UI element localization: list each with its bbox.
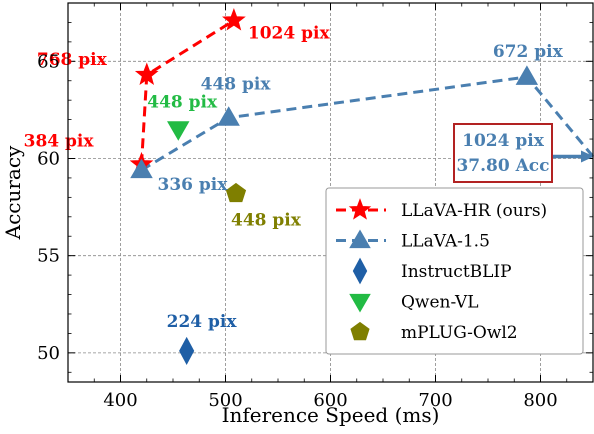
data-label: 448 pix [201, 75, 272, 95]
offscreen-callout: 1024 pix 37.80 Acc [453, 123, 594, 183]
legend: LLaVA-HR (ours) LLaVA-1.5 InstructBLIP Qwen… [325, 187, 584, 355]
y-tick-label: 60 [37, 148, 60, 169]
data-point [179, 336, 195, 365]
data-label: 448 pix [147, 92, 218, 112]
y-tick-label: 55 [37, 246, 60, 267]
arrow-head [581, 150, 594, 163]
data-point [515, 65, 539, 85]
callout-line-1: 1024 pix [462, 131, 545, 151]
legend-label: InstructBLIP [401, 262, 512, 282]
data-label: 224 pix [167, 312, 238, 332]
x-tick-label: 500 [208, 390, 242, 411]
data-label: 672 pix [493, 42, 564, 62]
data-label: 768 pix [37, 50, 108, 70]
data-point [167, 121, 190, 141]
x-tick-label: 600 [313, 390, 347, 411]
data-label: 336 pix [158, 175, 229, 195]
legend-label: LLaVA-HR (ours) [401, 201, 547, 221]
callout-box [453, 123, 553, 183]
legend-marker [348, 198, 372, 220]
legend-marker [352, 257, 368, 285]
data-point [217, 106, 240, 126]
y-tick-label: 50 [37, 343, 60, 364]
data-point [225, 182, 247, 203]
series-line [140, 75, 594, 172]
x-tick-label: 700 [418, 390, 452, 411]
callout-line-2: 37.80 Acc [456, 156, 549, 176]
data-label: 1024 pix [248, 23, 331, 43]
data-point [130, 158, 153, 179]
data-markers [129, 8, 539, 365]
x-tick-label: 800 [523, 390, 557, 411]
legend-label: mPLUG-Owl2 [401, 323, 518, 343]
data-point [134, 62, 159, 85]
legend-box [325, 187, 584, 355]
legend-marker [349, 229, 371, 249]
y-tick-label: 65 [37, 51, 60, 72]
legend-label: Qwen-VL [401, 293, 479, 313]
legend-label: LLaVA-1.5 [401, 232, 490, 252]
x-axis-label: Inference Speed (ms) [222, 403, 440, 427]
plot-frame [67, 2, 594, 383]
data-label: 384 pix [24, 131, 95, 151]
data-point [222, 8, 246, 31]
data-label: 448 pix [231, 210, 302, 230]
tick-labels: 400 500 600 700 800 50 55 60 65 [37, 51, 558, 411]
y-axis-label: Accuracy [1, 145, 25, 240]
legend-marker [350, 321, 370, 341]
x-tick-label: 400 [103, 390, 137, 411]
legend-marker [349, 293, 371, 313]
